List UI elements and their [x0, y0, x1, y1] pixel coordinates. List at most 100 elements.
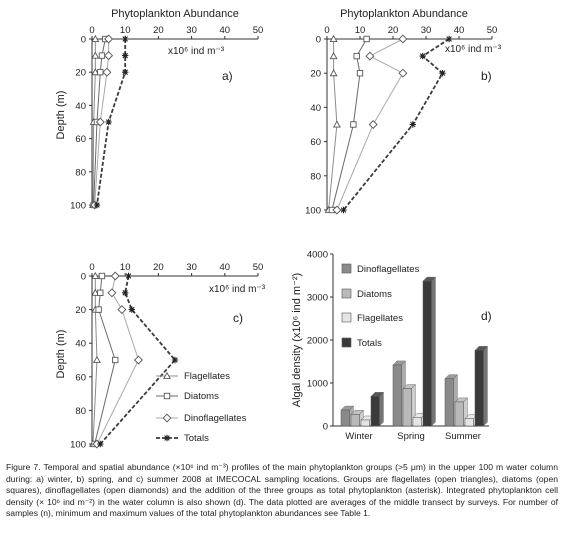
data-point-diatoms [350, 121, 357, 128]
y-tick-label: 60 [75, 134, 86, 145]
legend-label: Dinoflagellates [357, 264, 420, 275]
x-tick-label: 30 [186, 262, 197, 273]
x-tick-label: Winter [345, 431, 372, 442]
data-point-dinoflagellates [102, 67, 112, 77]
x-tick-label: 0 [324, 25, 329, 36]
legend-label: Totals [357, 338, 382, 349]
panel-c: Depth (m) x10⁶ ind m⁻³ c) 0 10 20 30 40 50 0 20… [55, 262, 266, 451]
legend-marker-dinoflagellates [162, 413, 172, 423]
y-tick-label: 80 [310, 171, 321, 182]
data-point-flagellates [329, 34, 338, 43]
bar-spring-dinoflagellates [392, 364, 402, 427]
y-tick-label: 2000 [307, 336, 328, 347]
data-point-totals [122, 289, 129, 296]
data-point-flagellates [91, 34, 100, 43]
data-point-diatoms [95, 306, 102, 313]
legend-marker-diatoms [163, 392, 171, 400]
data-point-flagellates [332, 120, 341, 128]
y-tick-label: 40 [75, 339, 86, 350]
data-point-flagellates [93, 355, 101, 364]
x-tick-label: 40 [220, 25, 231, 36]
panel-d: Algal density (x10⁶ ind m⁻²) d) 0 1000 200… [291, 250, 492, 443]
x-tick-label: 40 [220, 262, 231, 273]
data-point-totals [419, 52, 426, 60]
x-tick-label: 10 [355, 25, 366, 36]
data-point-diatoms [363, 35, 370, 43]
data-point-totals [128, 306, 136, 313]
figure-caption: Figure 7. Temporal and spatial abundance… [6, 462, 558, 519]
legend-label: Dinoflagellates [184, 413, 247, 424]
y-tick-label: 20 [75, 68, 86, 79]
panel-a-plot: 0 10 20 30 40 50 0 20 40 60 80 100 [70, 25, 263, 212]
panel-b-x-axis-label: x10⁶ ind m⁻³ [445, 44, 502, 55]
panel-d-label: d) [481, 309, 492, 323]
bar-spring-flagellates [412, 417, 422, 427]
bar-winter-flagellates [360, 419, 370, 427]
data-point-dinoflagellates [107, 288, 117, 298]
data-point-totals [340, 206, 347, 214]
series-line-totals [342, 38, 450, 211]
bar-summer-flagellates [464, 418, 474, 427]
legend-swatch [341, 337, 352, 348]
data-point-diatoms [353, 52, 360, 60]
data-point-totals [122, 69, 129, 76]
data-point-dinoflagellates [365, 51, 375, 61]
y-tick-label: 3000 [307, 293, 328, 304]
bar-spring-totals [422, 280, 432, 427]
data-point-totals [445, 35, 453, 43]
bar-side [431, 276, 436, 427]
legend-marker-totals [163, 434, 171, 442]
x-tick-label: 10 [120, 262, 131, 273]
data-point-dinoflagellates [398, 68, 408, 78]
y-tick-label: 20 [75, 305, 86, 316]
data-point-flagellates [91, 271, 100, 280]
x-tick-label: 40 [454, 25, 465, 36]
data-point-totals [171, 356, 179, 364]
data-point-totals [93, 201, 101, 209]
figure: Phytoplankton Abundance Depth (m) x10⁶ i… [55, 8, 502, 451]
data-point-dinoflagellates [95, 117, 105, 127]
data-point-dinoflagellates [332, 205, 342, 215]
panel-c-plot: 0 10 20 30 40 50 0 20 40 60 80 100 [70, 262, 263, 451]
x-tick-label: 0 [89, 25, 94, 36]
data-point-diatoms [97, 69, 104, 76]
x-tick-label: 0 [89, 262, 94, 273]
legend-label: Diatoms [184, 391, 219, 402]
panel-c-x-axis-label: x10⁶ ind m⁻³ [209, 284, 266, 295]
data-point-flagellates [329, 69, 338, 77]
panel-d-plot: 0 1000 2000 3000 4000 Winter Spring Summer [307, 250, 489, 442]
bar-summer-totals [474, 350, 484, 427]
legend-swatch [341, 263, 352, 274]
x-tick-label: 10 [120, 25, 131, 36]
y-tick-label: 1000 [307, 379, 328, 390]
data-point-totals [409, 121, 416, 128]
y-tick-label: 100 [305, 206, 321, 217]
data-point-diatoms [112, 356, 119, 364]
panel-c-y-axis-label: Depth (m) [55, 330, 67, 379]
panel-b-title: Phytoplankton Abundance [340, 8, 468, 20]
data-point-dinoflagellates [110, 271, 120, 281]
y-tick-label: 60 [75, 372, 86, 383]
bar-spring-diatoms [402, 388, 412, 427]
panel-d-legend: Dinoflagellates Diatoms Flagellates Totals [341, 263, 420, 349]
bar-winter-diatoms [350, 414, 360, 427]
y-tick-label: 80 [75, 167, 86, 178]
x-tick-label: 30 [421, 25, 432, 36]
y-tick-label: 0 [316, 35, 321, 46]
data-point-diatoms [97, 289, 104, 296]
data-point-totals [125, 272, 132, 280]
panel-a-x-axis-label: x10⁶ ind m⁻³ [168, 46, 225, 57]
data-point-totals [105, 118, 112, 126]
data-point-totals [439, 70, 446, 77]
bar-side [483, 345, 488, 427]
data-point-dinoflagellates [398, 34, 408, 44]
panel-d-y-axis-label: Algal density (x10⁶ ind m⁻²) [291, 273, 303, 407]
y-tick-label: 0 [81, 272, 86, 283]
y-tick-label: 0 [323, 422, 328, 433]
legend-swatch [341, 288, 352, 299]
y-tick-label: 20 [310, 69, 321, 80]
panel-a-y-axis-label: Depth (m) [55, 91, 67, 140]
y-tick-label: 100 [70, 440, 86, 451]
data-point-flagellates [91, 68, 100, 76]
y-tick-label: 60 [310, 137, 321, 148]
